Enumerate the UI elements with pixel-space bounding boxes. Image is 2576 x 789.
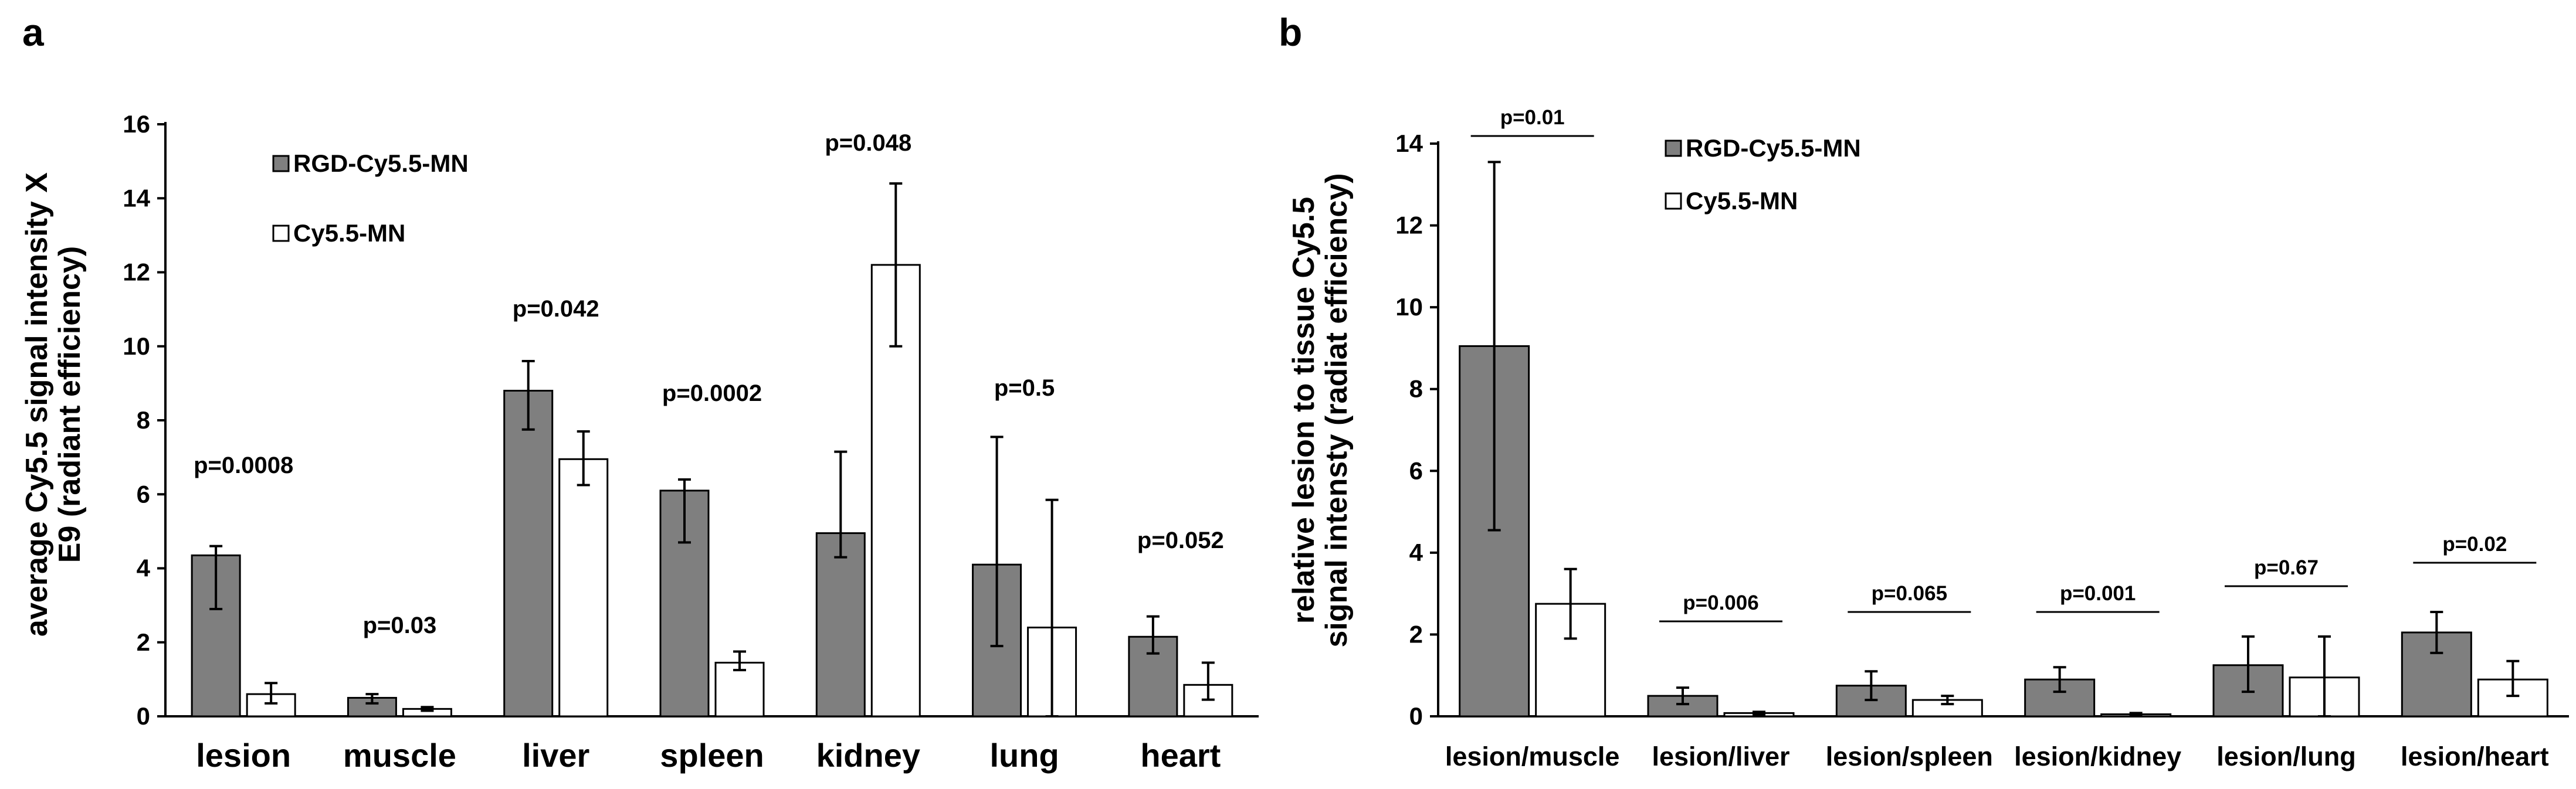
- bar-cy55-mn-lesion-spleen: [1911, 699, 1983, 717]
- p-value-label: p=0.02: [2442, 533, 2507, 556]
- p-value-label: p=0.052: [1137, 528, 1224, 553]
- panel-a-letter: a: [22, 11, 45, 54]
- bar-rgd-cy55-mn-lesion-liver: [1647, 695, 1719, 717]
- y-tick-label: 10: [123, 332, 150, 360]
- category-label: lesion/lung: [2216, 742, 2356, 771]
- p-value-label: p=0.67: [2254, 556, 2319, 579]
- panel-a-legend: RGD-Cy5.5-MN Cy5.5-MN: [272, 149, 469, 247]
- y-tick-label: 0: [137, 702, 150, 730]
- category-label: lesion/kidney: [2014, 742, 2181, 771]
- p-value-label: p=0.01: [1500, 106, 1565, 129]
- y-tick-label: 10: [1395, 293, 1423, 321]
- p-value-label: p=0.0002: [662, 380, 762, 406]
- category-label: lesion/spleen: [1826, 742, 1993, 771]
- y-tick-label: 14: [1395, 130, 1423, 157]
- y-tick-label: 4: [137, 555, 151, 582]
- y-tick-label: 12: [1395, 212, 1423, 239]
- y-tick-label: 8: [1409, 375, 1423, 403]
- category-label: lesion/muscle: [1445, 742, 1620, 771]
- category-label: liver: [522, 737, 589, 774]
- y-tick-label: 6: [1409, 457, 1423, 484]
- p-value-label: p=0.0008: [194, 453, 293, 478]
- y-tick-label: 6: [137, 480, 150, 508]
- legend-label-cy55: Cy5.5-MN: [293, 219, 405, 247]
- p-value-label: p=0.5: [994, 375, 1055, 401]
- panel-a-ylabel-line2: E9 (radiant efficiency): [53, 246, 87, 563]
- legend-label-rgd: RGD-Cy5.5-MN: [1686, 134, 1861, 162]
- p-value-label: p=0.001: [2060, 582, 2136, 605]
- legend-swatch-cy55: [272, 225, 290, 242]
- panel-b-ylabel-line2: signal intensty (radiat efficiency): [1320, 173, 1354, 647]
- p-value-label: p=0.042: [513, 296, 599, 322]
- panel-b-ylabel-line1: relative lesion to tissue Cy5.5: [1287, 197, 1321, 624]
- legend-label-rgd: RGD-Cy5.5-MN: [293, 149, 469, 177]
- y-tick-label: 2: [1409, 620, 1423, 648]
- p-value-label: p=0.006: [1683, 591, 1758, 614]
- bar-cy55-mn-liver: [558, 458, 609, 717]
- category-label: muscle: [343, 737, 456, 774]
- y-tick-label: 2: [137, 628, 150, 656]
- legend-swatch-rgd: [1665, 140, 1682, 157]
- y-tick-label: 4: [1409, 539, 1423, 566]
- category-label: heart: [1140, 737, 1221, 774]
- panel-a-ylabel-line1: average Cy5.5 signal intensity X: [20, 172, 54, 637]
- panel-a: a average Cy5.5 signal intensity X E9 (r…: [20, 11, 1259, 774]
- bar-rgd-cy55-mn-kidney: [815, 532, 866, 717]
- p-value-label: p=0.065: [1872, 582, 1947, 605]
- bar-rgd-cy55-mn-liver: [503, 390, 554, 717]
- y-tick-label: 8: [137, 406, 150, 434]
- category-label: kidney: [816, 737, 920, 774]
- y-tick-label: 12: [123, 259, 150, 286]
- category-label: spleen: [660, 737, 764, 774]
- category-label: lesion/heart: [2401, 742, 2549, 771]
- panel-b-letter: b: [1279, 11, 1302, 54]
- legend-label-cy55: Cy5.5-MN: [1686, 187, 1798, 215]
- category-label: lung: [989, 737, 1059, 774]
- p-value-label: p=0.048: [825, 130, 911, 156]
- category-label: lesion/liver: [1652, 742, 1789, 771]
- y-tick-label: 14: [123, 184, 150, 212]
- legend-swatch-cy55: [1665, 192, 1682, 210]
- panel-b: b relative lesion to tissue Cy5.5 signal…: [1279, 11, 2569, 771]
- legend-swatch-rgd: [272, 155, 290, 172]
- p-value-label: p=0.03: [363, 613, 437, 638]
- category-label: lesion: [196, 737, 291, 774]
- y-tick-label: 0: [1409, 702, 1423, 730]
- y-tick-label: 16: [123, 110, 150, 138]
- panel-b-legend: RGD-Cy5.5-MN Cy5.5-MN: [1665, 134, 1861, 215]
